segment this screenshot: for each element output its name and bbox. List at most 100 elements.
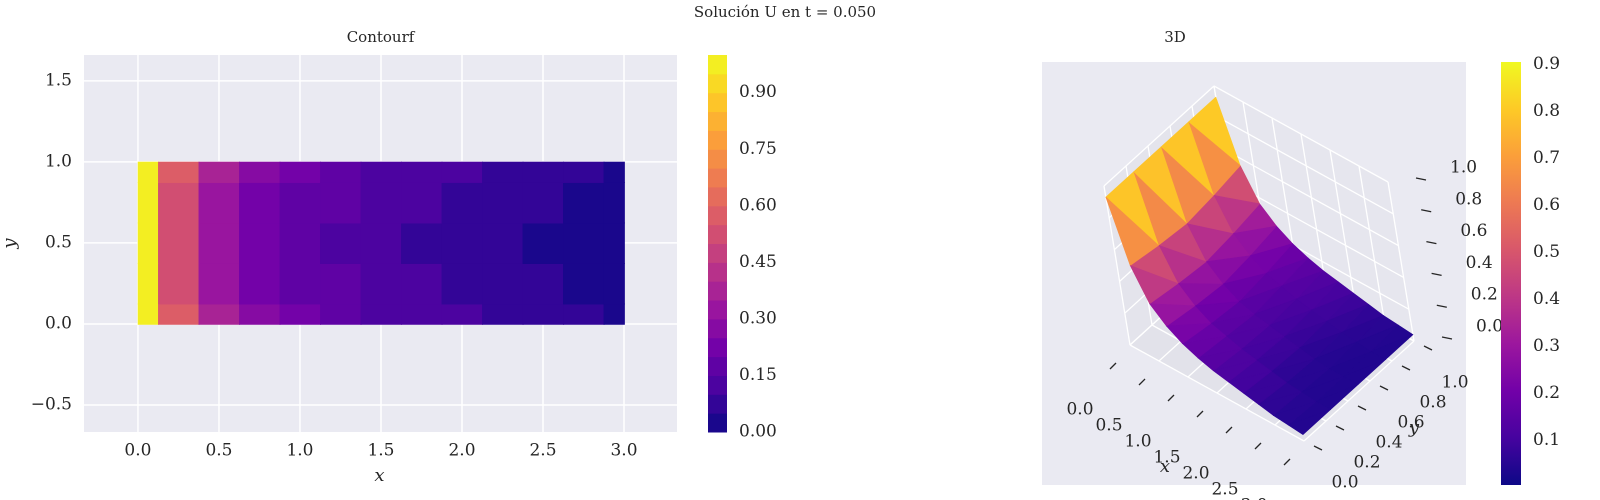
colorbar-tick-label: 0.45 bbox=[739, 252, 777, 272]
x-tick-label: 2.5 bbox=[1211, 480, 1238, 500]
x-tick-label: 1.5 bbox=[1153, 448, 1180, 468]
tick-mark bbox=[1335, 425, 1345, 431]
contour-cell bbox=[320, 262, 362, 305]
contour-cell bbox=[137, 222, 160, 264]
contour-cell bbox=[563, 222, 605, 264]
y-tick-label: 1.0 bbox=[45, 151, 72, 171]
contour-cell bbox=[239, 181, 281, 224]
colorbar-tick-label: 0.00 bbox=[739, 422, 777, 442]
surface-facet bbox=[1273, 401, 1317, 426]
grid-line bbox=[1224, 149, 1399, 247]
contour-cell bbox=[522, 262, 565, 305]
contour-cell bbox=[401, 262, 443, 305]
contour-cell bbox=[522, 161, 565, 183]
surface-facet bbox=[1243, 382, 1287, 405]
contour-cell bbox=[320, 181, 362, 224]
surface-facet bbox=[1197, 348, 1242, 372]
contour-cell bbox=[603, 303, 625, 325]
contour-cell bbox=[522, 303, 565, 325]
surface-facet bbox=[1129, 265, 1179, 305]
contour-cell bbox=[563, 303, 605, 325]
contour-cell bbox=[563, 181, 605, 224]
contour-cell bbox=[158, 222, 200, 264]
tick-mark bbox=[1401, 365, 1411, 371]
tick-mark bbox=[1436, 304, 1447, 308]
surface-facet bbox=[1182, 335, 1227, 359]
colorbar-tick-label: 0.3 bbox=[1533, 336, 1560, 356]
contour-cell bbox=[482, 161, 524, 183]
contour-cell bbox=[441, 222, 484, 264]
grid-line bbox=[1329, 149, 1357, 310]
colorbar-band bbox=[708, 186, 727, 207]
y-tick-label: 0.5 bbox=[45, 232, 72, 252]
contour-cell bbox=[522, 222, 565, 264]
x-tick-label: 0.5 bbox=[1095, 416, 1122, 436]
tick-mark bbox=[1379, 385, 1389, 391]
colorbar-band bbox=[708, 224, 727, 244]
chart-title: Contourf bbox=[347, 28, 416, 46]
colorbar-band bbox=[708, 149, 727, 169]
surface-facet bbox=[1105, 196, 1159, 266]
contour-cell bbox=[441, 181, 484, 224]
contour-cell bbox=[198, 262, 241, 305]
y-tick-label: 0.8 bbox=[1419, 393, 1446, 413]
grid-line bbox=[1300, 133, 1328, 294]
contour-cell bbox=[563, 161, 605, 183]
tick-mark bbox=[1138, 378, 1146, 386]
colorbar-band bbox=[708, 300, 727, 320]
colorbar-band bbox=[708, 92, 727, 113]
surface-facet bbox=[1213, 359, 1257, 383]
colorbar-tick-label: 0.15 bbox=[739, 365, 777, 385]
colorbar-band bbox=[708, 356, 727, 376]
colorbar-tick-label: 0.60 bbox=[739, 195, 777, 215]
x-tick-label: 1.0 bbox=[1124, 432, 1151, 452]
surface-facet bbox=[1287, 409, 1331, 435]
contour-cell bbox=[522, 181, 565, 224]
contour-cell bbox=[360, 222, 403, 264]
colorbar-tick-label: 0.75 bbox=[739, 139, 777, 159]
contour-cell bbox=[198, 222, 241, 264]
z-tick-label: 0.0 bbox=[1476, 317, 1503, 337]
x-axis-label: x bbox=[374, 465, 384, 486]
contour-cell bbox=[158, 262, 200, 305]
contour-cell bbox=[158, 181, 200, 224]
contour-cell bbox=[137, 262, 160, 305]
x-tick-label: 2.0 bbox=[448, 441, 475, 461]
contour-cell bbox=[360, 181, 403, 224]
contour-cell bbox=[563, 262, 605, 305]
y-axis-label: y bbox=[1408, 417, 1420, 438]
tick-mark bbox=[1426, 240, 1437, 245]
contour-cell bbox=[279, 161, 322, 183]
x-tick-label: 0.0 bbox=[1066, 400, 1093, 420]
y-tick-label: 0.4 bbox=[1375, 433, 1402, 453]
tick-mark bbox=[1441, 336, 1453, 340]
y-tick-label: 0.6 bbox=[1397, 413, 1424, 433]
tick-mark bbox=[1167, 394, 1175, 402]
contour-cell bbox=[482, 222, 524, 264]
x-tick-label: 0.5 bbox=[205, 441, 232, 461]
x-tick-label: 2.5 bbox=[529, 441, 556, 461]
y-tick-label: 0.0 bbox=[1331, 473, 1358, 493]
surface-facet bbox=[1149, 303, 1196, 327]
figure-title: Solución U en t = 0.050 bbox=[694, 3, 876, 21]
x-axis-label: x bbox=[1160, 456, 1170, 477]
contour-cell bbox=[198, 161, 241, 183]
colorbar-tick-label: 0.2 bbox=[1533, 383, 1560, 403]
contour-cell bbox=[320, 222, 362, 264]
contour-cell bbox=[603, 181, 625, 224]
contour-cell bbox=[198, 181, 241, 224]
colorbar-band bbox=[708, 394, 727, 414]
tick-mark bbox=[1415, 177, 1427, 181]
tick-mark bbox=[1225, 426, 1233, 434]
colorbar-band bbox=[708, 262, 727, 282]
contour-cell bbox=[158, 161, 200, 183]
contour-cell bbox=[239, 262, 281, 305]
contour-cell bbox=[401, 161, 443, 183]
colorbar-band bbox=[708, 55, 727, 75]
z-tick-label: 0.2 bbox=[1471, 285, 1498, 305]
x-tick-label: 0.0 bbox=[124, 441, 151, 461]
surface-facet bbox=[1228, 370, 1272, 394]
y-tick-label: 0.0 bbox=[45, 313, 72, 333]
